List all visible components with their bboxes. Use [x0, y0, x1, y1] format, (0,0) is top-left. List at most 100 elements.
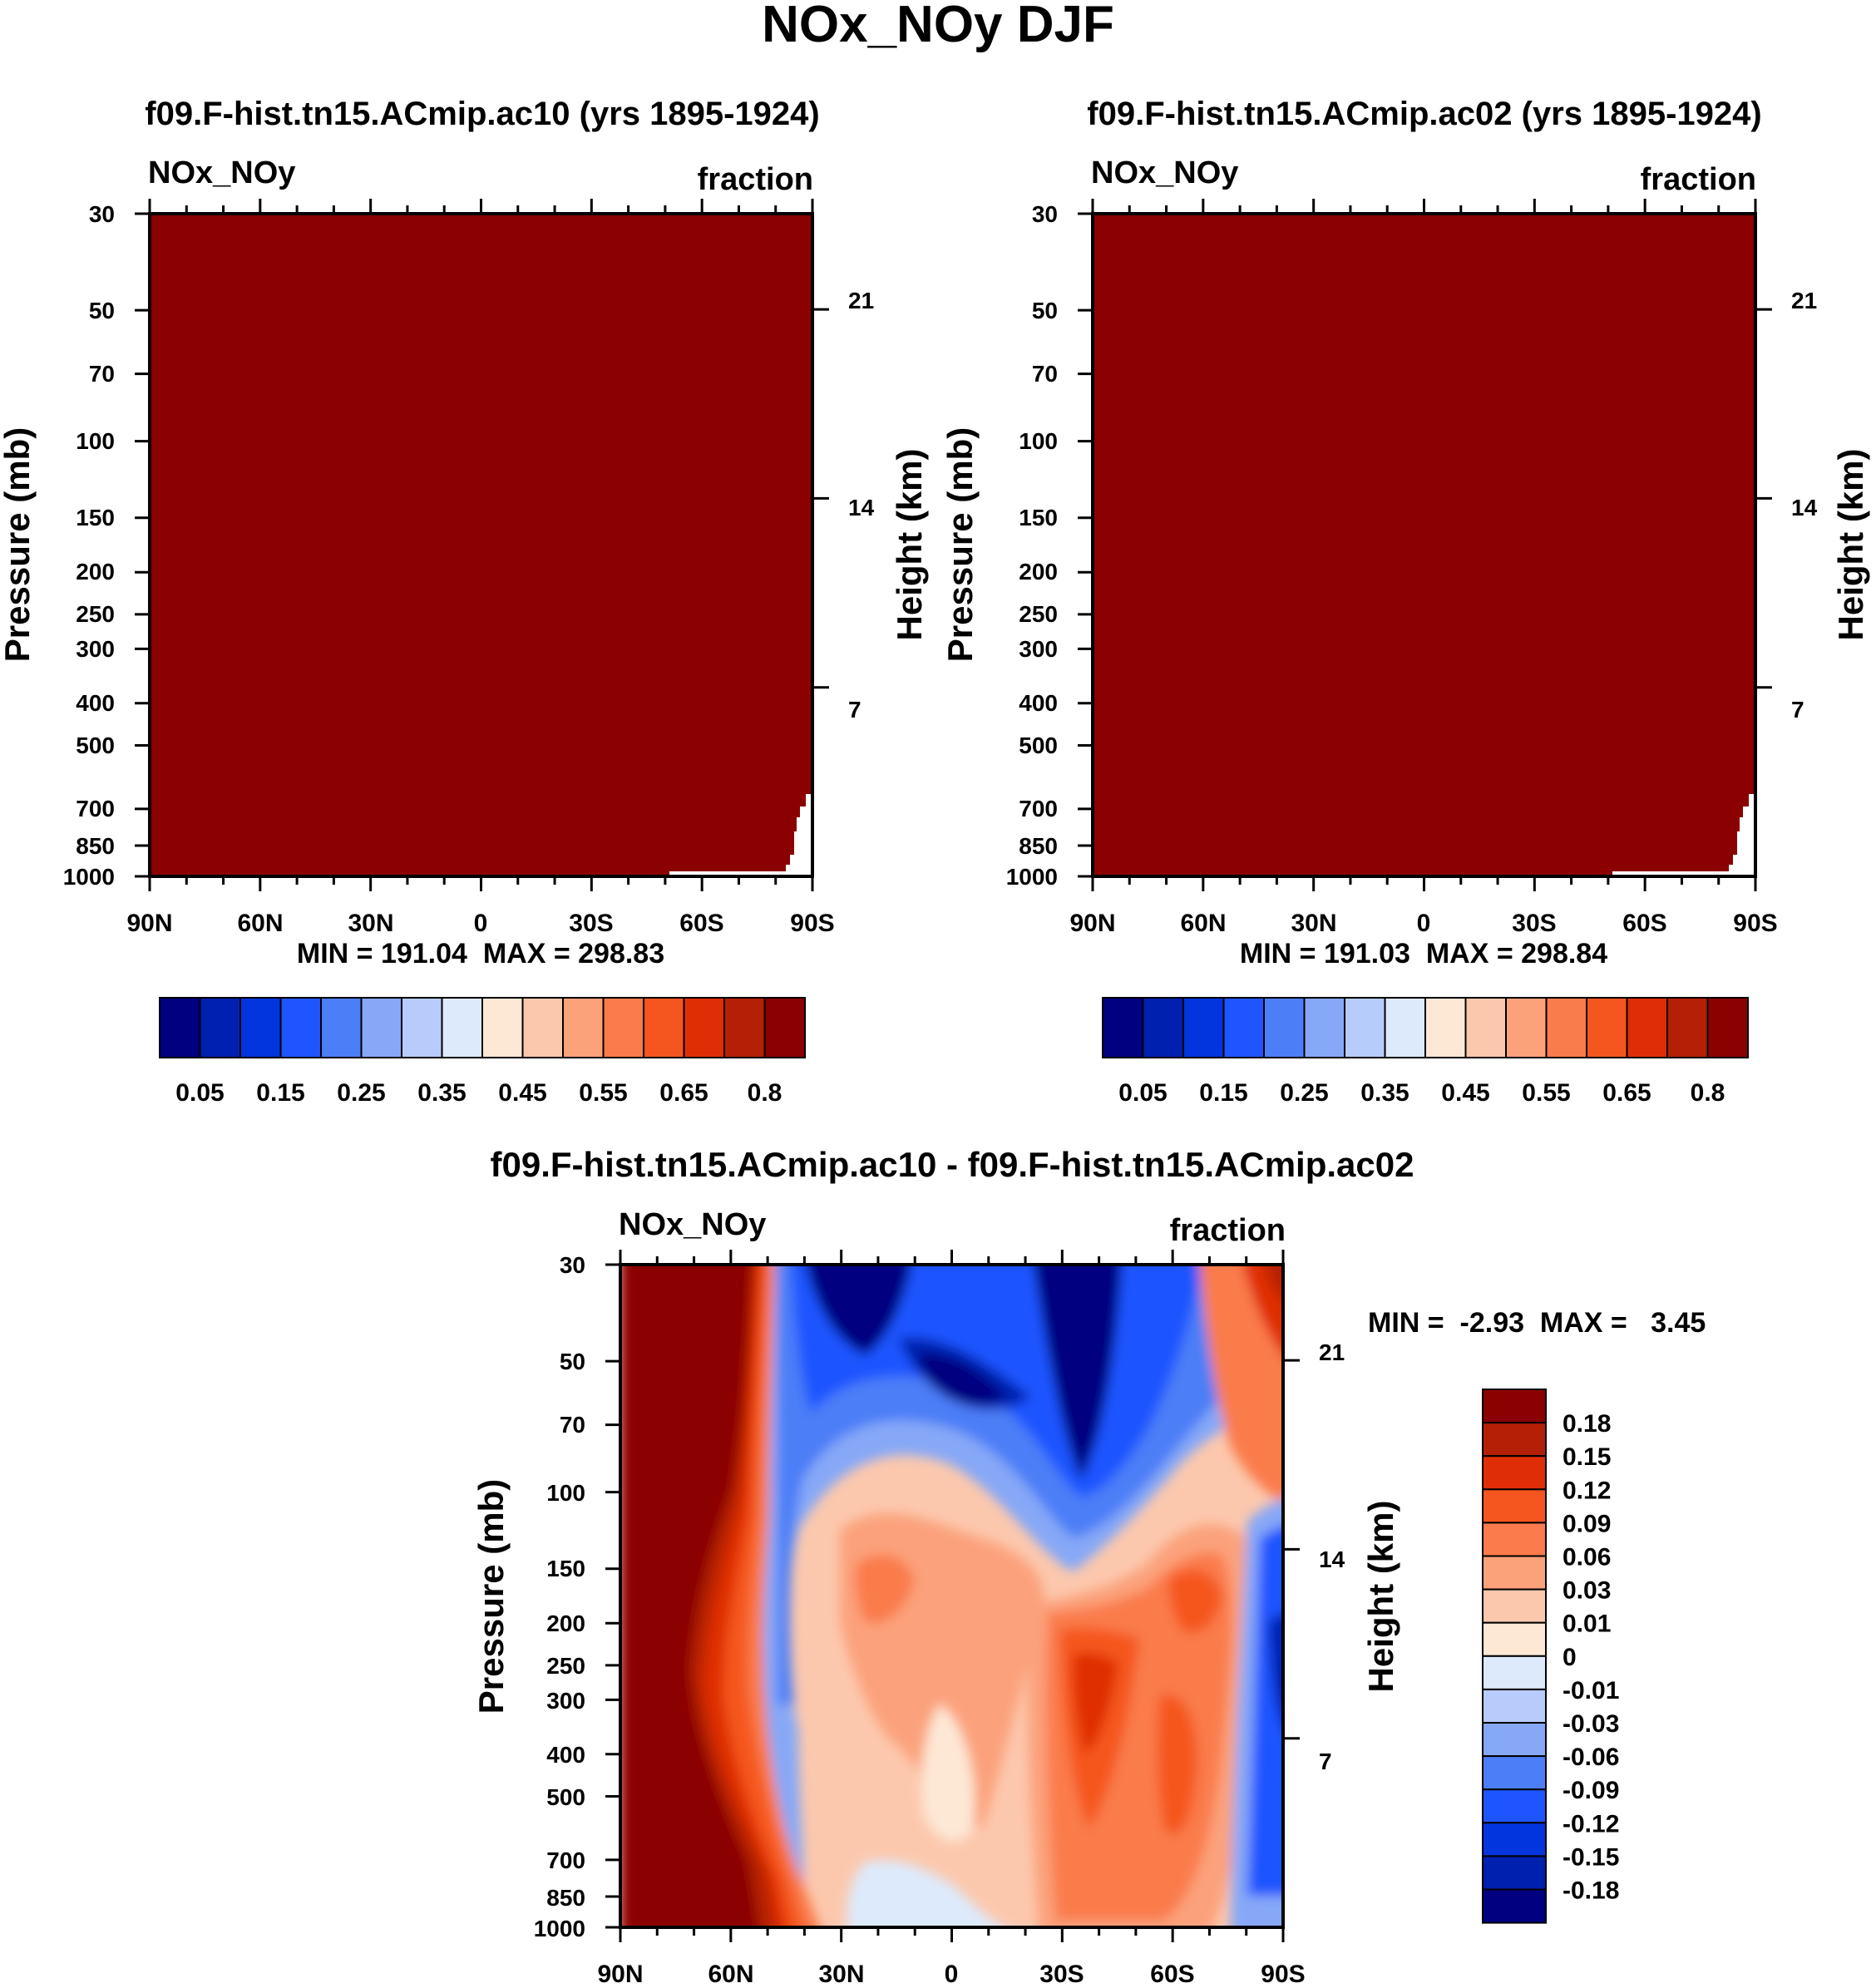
contour-region: [806, 1265, 911, 1355]
panel-ac02-y2-axis: 21 14 7: [1791, 288, 1818, 723]
colorbar-label: 0.15: [1199, 1079, 1247, 1107]
y-tick-label: 50: [89, 298, 115, 323]
panel-ac10-y2label: Height (km): [890, 449, 929, 641]
colorbar-swatch: [763, 997, 806, 1058]
colorbar-swatch: [481, 997, 524, 1058]
colorbar-label: 0.65: [659, 1079, 708, 1107]
x-tick-label: 0: [1417, 910, 1431, 937]
x-tick-label: 60S: [1622, 910, 1666, 937]
colorbar-label: 0.8: [1691, 1079, 1725, 1107]
colorbar-label: 0.65: [1602, 1079, 1651, 1107]
panel-ac10: f09.F-hist.tn15.ACmip.ac10 (yrs 1895-192…: [0, 96, 929, 1107]
colorbar-swatch: [1482, 1455, 1547, 1491]
colorbar-label: -0.06: [1563, 1744, 1619, 1771]
colorbar-swatch: [1344, 997, 1386, 1058]
y-tick-label: 70: [89, 361, 115, 387]
y-tick-label: 300: [76, 636, 115, 662]
x-tick-label: 90S: [1733, 910, 1777, 937]
colorbar-label: 0.35: [417, 1079, 466, 1107]
panel-ac10-ylabel: Pressure (mb): [0, 427, 37, 662]
y-tick-label: 200: [546, 1611, 585, 1636]
colorbar-label: 0.18: [1563, 1410, 1611, 1438]
x-tick-label: 0: [945, 1961, 959, 1988]
x-tick-label: 30S: [1039, 1961, 1084, 1988]
x-tick-label: 90N: [126, 910, 172, 937]
panel-ac02-y-axis: 30 50 70 100 150 200 250 300 400 500 700…: [1006, 201, 1058, 890]
colorbar-swatch: [562, 997, 605, 1058]
panel-ac02-right-label: fraction: [1641, 162, 1756, 197]
panel-ac10-missing-corner: [669, 794, 812, 876]
height-tick-label: 14: [1319, 1546, 1345, 1572]
colorbar-swatch: [1482, 1855, 1547, 1891]
colorbar-swatch: [1222, 997, 1265, 1058]
colorbar-swatch: [1482, 1588, 1547, 1624]
panel-ac10-title: f09.F-hist.tn15.ACmip.ac10 (yrs 1895-192…: [145, 96, 819, 132]
y-tick-label: 30: [560, 1252, 585, 1278]
colorbar-swatch: [1482, 1888, 1547, 1924]
height-tick-label: 7: [848, 697, 861, 723]
height-tick-label: 7: [1319, 1749, 1332, 1774]
panel-diff-stats: MIN = -2.93 MAX = 3.45: [1368, 1307, 1706, 1339]
contour-region: [1034, 1265, 1122, 1480]
colorbar-label: -0.18: [1563, 1877, 1619, 1905]
height-tick-label: 14: [848, 495, 875, 520]
y-tick-label: 250: [1019, 601, 1058, 627]
panel-ac10-right-label: fraction: [698, 162, 813, 197]
x-tick-label: 30S: [1512, 910, 1556, 937]
x-tick-label: 60N: [1180, 910, 1226, 937]
x-tick-label: 60N: [708, 1961, 753, 1988]
height-tick-label: 21: [1319, 1339, 1345, 1365]
y-tick-label: 100: [1019, 428, 1058, 454]
y-tick-label: 700: [1019, 796, 1058, 821]
y-tick-label: 70: [1032, 361, 1058, 387]
colorbar-swatch: [1263, 997, 1306, 1058]
colorbar-swatch: [1586, 997, 1628, 1058]
y-tick-label: 150: [76, 505, 115, 530]
colorbar-swatch: [239, 997, 282, 1058]
contour-region: [1168, 1570, 1222, 1633]
y-tick-label: 850: [546, 1885, 585, 1911]
contour-region: [1157, 1694, 1197, 1835]
colorbar-label: 0.35: [1360, 1079, 1409, 1107]
x-tick-label: 90S: [1261, 1961, 1305, 1988]
panel-diff-colorbar: 0.18 0.15 0.12 0.09 0.06 0.03 0.01 0 -0.01 -0.03 -…: [1482, 1389, 1619, 1924]
panel-ac10-left-label: NOx_NOy: [148, 155, 295, 190]
panel-diff-right-label: fraction: [1170, 1213, 1286, 1248]
y-tick-label: 850: [1019, 833, 1058, 859]
height-tick-label: 21: [1791, 288, 1817, 313]
colorbar-swatch: [320, 997, 363, 1058]
panel-ac02-title: f09.F-hist.tn15.ACmip.ac02 (yrs 1895-192…: [1087, 96, 1761, 132]
height-tick-label: 7: [1791, 697, 1804, 723]
panel-ac10-y-axis: 30 50 70 100 150 200 250 300 400 500 700…: [63, 201, 115, 890]
figure-title: NOx_NOy DJF: [762, 0, 1114, 53]
y-tick-label: 500: [76, 733, 115, 758]
colorbar-swatch: [1706, 997, 1749, 1058]
contour-region: [847, 1860, 1005, 1927]
panel-diff-field: [620, 1265, 1283, 1927]
colorbar-swatch: [723, 997, 766, 1058]
x-tick-label: 60S: [679, 910, 723, 937]
panel-ac02-left-label: NOx_NOy: [1091, 155, 1238, 190]
x-tick-label: 30S: [569, 910, 613, 937]
panel-ac02-stats: MIN = 191.03 MAX = 298.84: [1240, 938, 1607, 969]
colorbar-swatch: [1303, 997, 1345, 1058]
y-tick-label: 50: [560, 1349, 585, 1374]
height-tick-label: 21: [848, 288, 874, 313]
contour-region: [855, 1554, 915, 1624]
colorbar-swatch: [1482, 1688, 1547, 1724]
panel-diff-ylabel: Pressure (mb): [471, 1479, 511, 1714]
x-tick-label: 60S: [1150, 1961, 1194, 1988]
panel-diff-y2-axis: 21 14 7: [1319, 1339, 1345, 1774]
y-tick-label: 700: [546, 1847, 585, 1873]
colorbar-label: -0.01: [1563, 1677, 1619, 1704]
colorbar-swatch: [1482, 1655, 1547, 1690]
colorbar-swatch: [1142, 997, 1184, 1058]
y-tick-label: 1000: [534, 1916, 585, 1941]
x-tick-label: 60N: [237, 910, 283, 937]
y-tick-label: 700: [76, 796, 115, 821]
colorbar-swatch: [199, 997, 241, 1058]
y-tick-label: 30: [1032, 201, 1058, 227]
colorbar-swatch: [1545, 997, 1587, 1058]
y-tick-label: 400: [1019, 690, 1058, 716]
colorbar-swatch: [1482, 1788, 1547, 1824]
